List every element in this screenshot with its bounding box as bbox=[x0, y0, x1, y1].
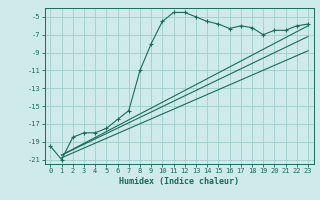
X-axis label: Humidex (Indice chaleur): Humidex (Indice chaleur) bbox=[119, 177, 239, 186]
